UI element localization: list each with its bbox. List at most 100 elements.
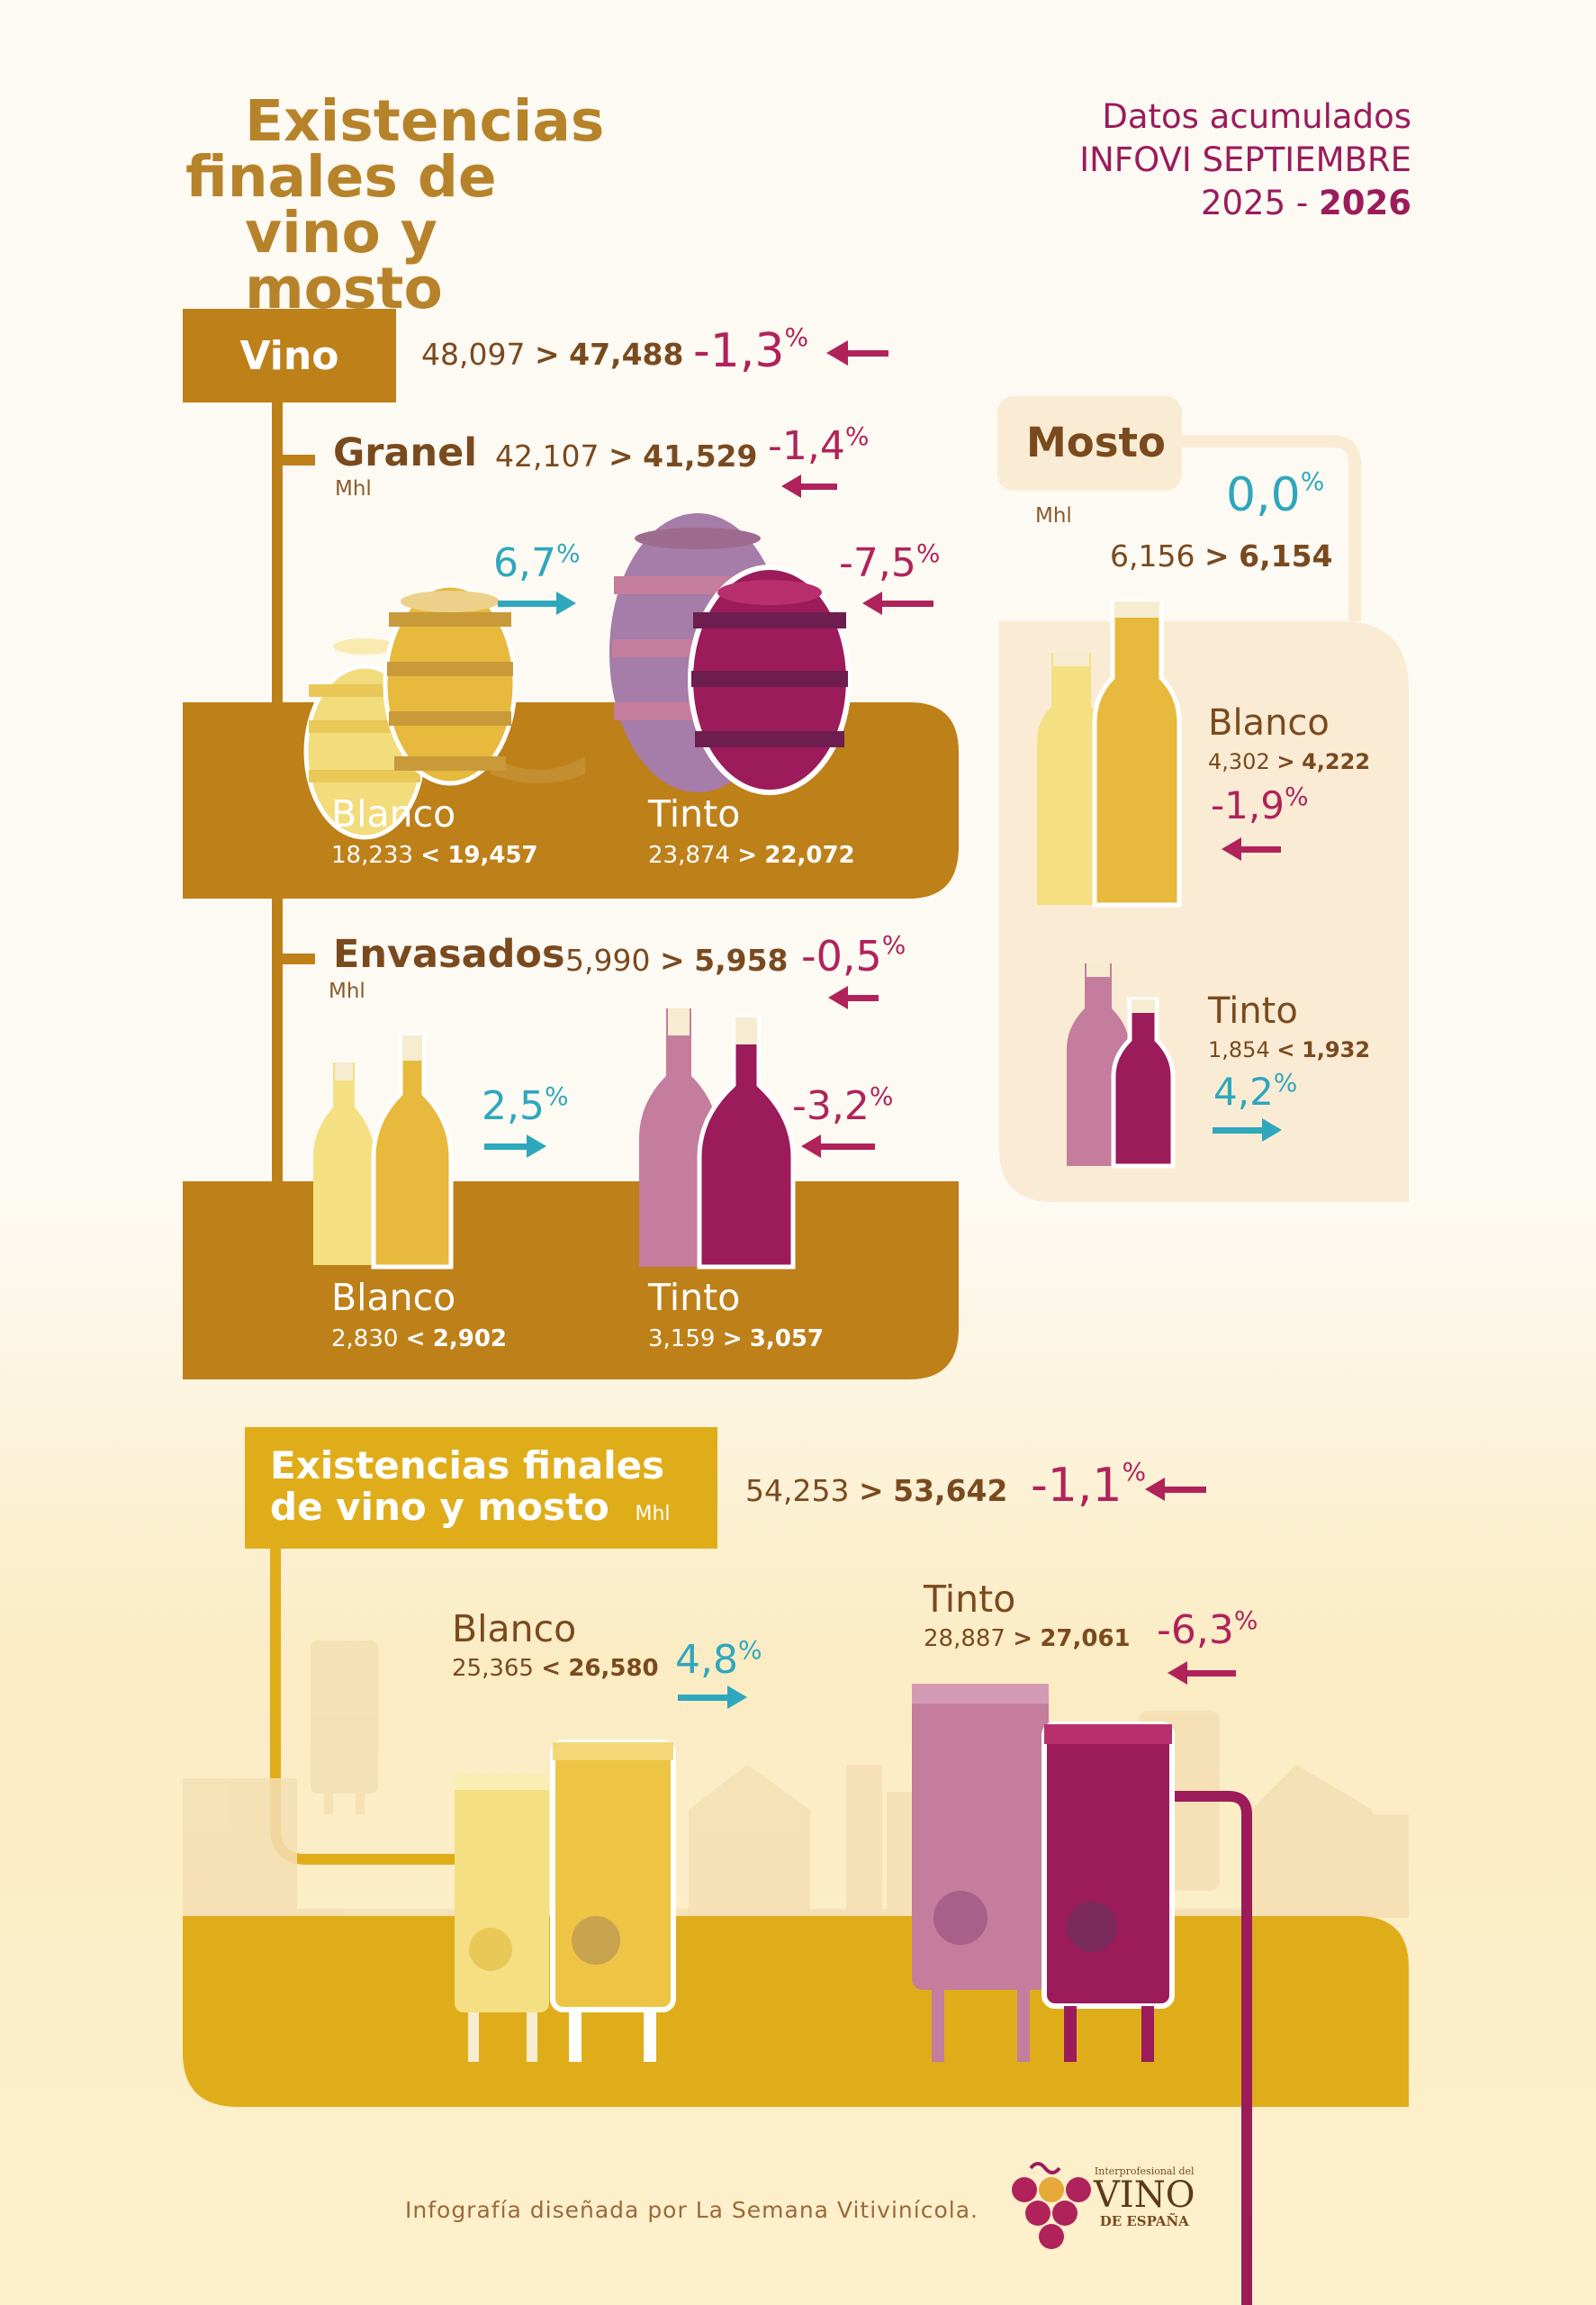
granel-tinto-to: 22,072 xyxy=(764,842,855,869)
arrow-mosto-blanco-left-icon xyxy=(1222,837,1281,861)
envasados-panel xyxy=(183,1181,959,1379)
total-label: Existencias finales de vino y mosto Mhl xyxy=(270,1445,671,1535)
vino-pct-value: -1,3 xyxy=(693,324,785,378)
arrow-total-blanco-right-icon xyxy=(678,1686,747,1709)
mosto-tinto-from: 1,854 xyxy=(1208,1037,1270,1062)
header-line-1: Datos acumulados xyxy=(1102,97,1411,136)
bottle-mosto-tinto-large xyxy=(1111,997,1176,1169)
granel-pct: -1,4% xyxy=(768,421,870,469)
total-from: 54,253 xyxy=(745,1473,850,1508)
granel-blanco-from: 18,233 xyxy=(331,842,413,869)
arrow-total-left-icon xyxy=(1145,1478,1206,1501)
granel-title: Granel xyxy=(333,430,478,475)
arrow-env-left-icon xyxy=(828,986,879,1009)
tank-blanco-small xyxy=(455,1774,549,2062)
total-label-bg xyxy=(245,1427,717,1549)
vino-label: Vino xyxy=(239,332,339,379)
granel-pct-value: -1,4 xyxy=(768,423,845,469)
vino-pct: -1,3% xyxy=(693,322,809,378)
envasados-from: 5,990 xyxy=(565,943,651,978)
mosto-label-bg xyxy=(997,396,1182,491)
granel-tinto-pct: -7,5% xyxy=(839,538,941,586)
granel-sign: > xyxy=(608,438,634,474)
page-title: Existencias finales de vino y mosto xyxy=(185,93,654,321)
mosto-blanco-pct-symbol: % xyxy=(1284,782,1309,811)
year-to: 2026 xyxy=(1319,184,1411,222)
granel-tinto-pct-value: -7,5 xyxy=(839,540,916,586)
vino-sign: > xyxy=(534,337,560,372)
granel-tinto-pct-symbol: % xyxy=(915,538,941,568)
bottle-mosto-blanco-small xyxy=(1037,653,1105,905)
mosto-blanco-pct-value: -1,9 xyxy=(1211,783,1285,827)
total-blanco-to: 26,580 xyxy=(568,1655,659,1682)
vino-to: 47,488 xyxy=(569,337,684,372)
envasados-blanco-to: 2,902 xyxy=(432,1325,508,1352)
arrow-env-blanco-right-icon xyxy=(484,1134,546,1158)
total-tinto-stat: 28,887 > 27,061 xyxy=(924,1625,1131,1652)
granel-blanco-to: 19,457 xyxy=(447,842,538,869)
vino-label-bg xyxy=(183,309,396,402)
total-tinto-to: 27,061 xyxy=(1040,1625,1131,1652)
total-label-line-2-text: de vino y mosto xyxy=(270,1485,609,1529)
mosto-blanco-stat: 4,302 > 4,222 xyxy=(1208,749,1370,774)
footer-credit: Infografía diseñada por La Semana Vitivi… xyxy=(405,2197,978,2223)
envasados-to: 5,958 xyxy=(694,943,789,978)
total-blanco-stat: 25,365 < 26,580 xyxy=(452,1655,659,1682)
total-tinto-pct-symbol: % xyxy=(1233,1605,1258,1635)
mosto-blanco-to: 4,222 xyxy=(1302,749,1371,774)
title-line-2: finales de xyxy=(185,144,497,210)
envasados-blanco-pct-symbol: % xyxy=(544,1081,569,1111)
total-blanco-pct-symbol: % xyxy=(737,1635,762,1665)
granel-unit: Mhl xyxy=(335,477,372,501)
granel-to: 41,529 xyxy=(643,438,758,474)
total-panel xyxy=(183,1916,1409,2107)
granel-tinto-stat: 23,874 > 22,072 xyxy=(648,842,855,869)
granel-tinto-label: Tinto xyxy=(648,792,741,836)
granel-blanco-sign: < xyxy=(420,842,441,869)
total-blanco-label: Blanco xyxy=(452,1607,577,1650)
bottle-env-blanco-small xyxy=(313,1062,374,1265)
total-pct-value: -1,1 xyxy=(1031,1459,1123,1513)
total-to: 53,642 xyxy=(893,1473,1008,1508)
tank-blanco-large xyxy=(550,1740,676,2062)
mosto-tinto-pct-symbol: % xyxy=(1273,1068,1298,1098)
granel-blanco-pct-symbol: % xyxy=(555,538,581,568)
arrow-mosto-tinto-right-icon xyxy=(1213,1118,1282,1142)
logo-small-text: Interprofesional del xyxy=(1094,2165,1195,2177)
header-line-2: INFOVI SEPTIEMBRE xyxy=(1079,140,1411,179)
granel-blanco-pct: 6,7% xyxy=(493,538,581,586)
mosto-tinto-sign: < xyxy=(1276,1037,1295,1062)
total-unit: Mhl xyxy=(635,1503,671,1525)
arrow-granel-tinto-left-icon xyxy=(862,592,933,615)
vino-pct-symbol: % xyxy=(784,322,809,352)
total-pct: -1,1% xyxy=(1031,1457,1146,1513)
grape-logo-icon xyxy=(1012,2162,1091,2249)
mosto-tinto-pct-value: 4,2 xyxy=(1213,1070,1274,1114)
envasados-tinto-from: 3,159 xyxy=(648,1325,716,1352)
logo-main-text: VINO xyxy=(1094,2174,1195,2216)
envasados-pct: -0,5% xyxy=(801,930,906,981)
total-blanco-sign: < xyxy=(541,1655,562,1682)
mosto-title: Mosto xyxy=(1026,419,1166,466)
title-line-3: vino y mosto xyxy=(245,200,443,321)
mosto-tinto-label: Tinto xyxy=(1208,990,1298,1032)
wine-pipe xyxy=(1175,1791,1252,2305)
mosto-sign: > xyxy=(1204,538,1230,574)
year-from: 2025 - xyxy=(1200,184,1309,222)
mosto-pct: 0,0% xyxy=(1226,466,1324,522)
tank-tinto-large xyxy=(1041,1722,1175,2062)
logo-sub-text: DE ESPAÑA xyxy=(1099,2213,1189,2229)
header-years: 2025 - 2026 xyxy=(1079,182,1411,225)
mosto-to: 6,154 xyxy=(1239,538,1333,574)
granel-pct-symbol: % xyxy=(844,421,870,451)
mosto-connector xyxy=(1182,435,1361,621)
total-tinto-sign: > xyxy=(1013,1625,1033,1652)
total-label-line-1: Existencias finales xyxy=(270,1443,665,1487)
mosto-tinto-to: 1,932 xyxy=(1302,1037,1371,1062)
envasados-blanco-label: Blanco xyxy=(331,1276,456,1319)
envasados-blanco-stat: 2,830 < 2,902 xyxy=(331,1325,507,1352)
total-label-line-2: de vino y mosto Mhl xyxy=(270,1487,671,1535)
vino-espana-logo: Interprofesional del VINO DE ESPAÑA xyxy=(1094,2165,1195,2229)
granel-from: 42,107 xyxy=(495,438,600,474)
bottle-env-blanco-large xyxy=(371,1033,454,1270)
